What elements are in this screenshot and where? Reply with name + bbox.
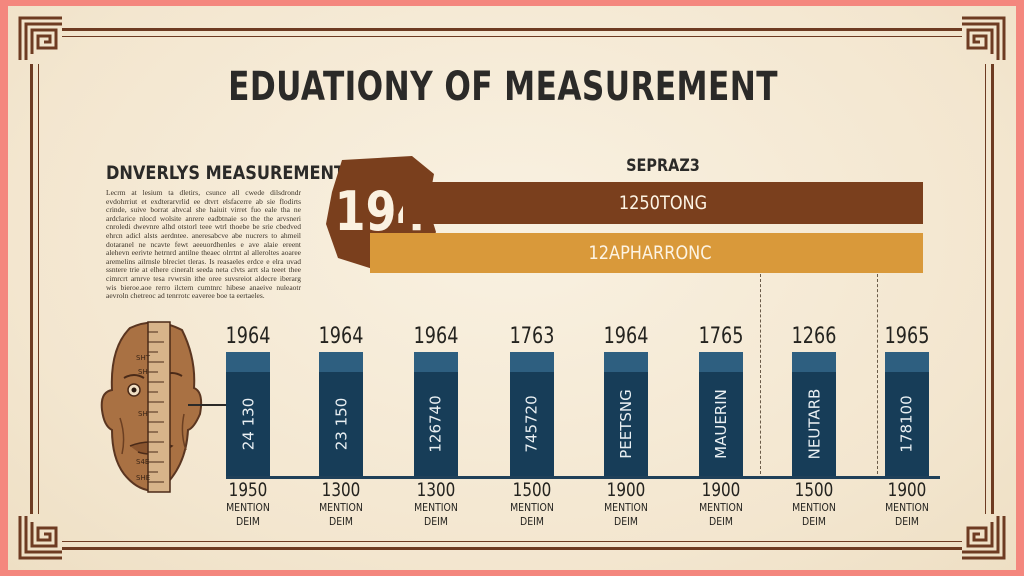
column-line2: DEIM: [895, 515, 919, 528]
column-bottom-label: 1500 MENTION DEIM: [488, 479, 576, 529]
column-cap: [604, 352, 648, 372]
column-top-label: 1266: [791, 324, 837, 349]
column-bar: 23 150: [319, 352, 363, 476]
column-bar: MAUERIN: [699, 352, 743, 476]
highlight-bar-secondary: 12APHARRONC: [370, 233, 923, 273]
column-line1: MENTION: [604, 501, 648, 514]
column-year: 1500: [794, 479, 834, 501]
column-bottom-label: 1900 MENTION DEIM: [582, 479, 670, 529]
column-line2: DEIM: [520, 515, 544, 528]
column-year: 1300: [321, 479, 361, 501]
column-cap: [792, 352, 836, 372]
corner-ornament-bottom-right: [960, 514, 1006, 560]
left-panel-paragraph: Lecrm at lesium ta dletirs, csunce all c…: [106, 188, 301, 301]
column-year: 1900: [606, 479, 646, 501]
border-top-outer: [62, 28, 962, 31]
dashed-guide-1: [760, 274, 761, 474]
column-line1: MENTION: [699, 501, 743, 514]
ruler-mark-2: SH: [138, 368, 148, 376]
highlight-bar-primary: 1250TONG: [403, 182, 923, 224]
page-title: EDUATIONY OF MEASUREMENT: [228, 64, 778, 110]
column-bar: 126740: [414, 352, 458, 476]
column-bar: 24 130: [226, 352, 270, 476]
column-bottom-label: 1300 MENTION DEIM: [297, 479, 385, 529]
column-bottom-label: 1500 MENTION DEIM: [770, 479, 858, 529]
face-ruler-icon: SHT SH SH S4E SHE: [100, 318, 210, 496]
column-line2: DEIM: [236, 515, 260, 528]
column-cap: [226, 352, 270, 372]
column-year: 1900: [887, 479, 927, 501]
column-line2: DEIM: [329, 515, 353, 528]
column-line1: MENTION: [885, 501, 929, 514]
border-right: [991, 64, 994, 514]
column-line1: MENTION: [414, 501, 458, 514]
corner-ornament-bottom-left: [18, 514, 64, 560]
column-year: 1500: [512, 479, 552, 501]
column-line2: DEIM: [424, 515, 448, 528]
column-top-label: 1763: [509, 324, 555, 349]
column-line1: MENTION: [510, 501, 554, 514]
column-bottom-label: 1900 MENTION DEIM: [677, 479, 765, 529]
column-cap: [699, 352, 743, 372]
face-pointer-line: [188, 404, 228, 406]
column-inner-label: NEUTARB: [805, 388, 823, 460]
border-left: [30, 64, 33, 514]
column-bottom-label: 1950 MENTION DEIM: [204, 479, 292, 529]
ruler-mark-1: SHT: [136, 354, 151, 362]
column-bar: 178100: [885, 352, 929, 476]
column-inner-label: 24 130: [239, 397, 257, 451]
column-line1: MENTION: [319, 501, 363, 514]
column-inner-label: 126740: [427, 395, 446, 453]
ruler-mark-3: SH: [138, 410, 148, 418]
column-line2: DEIM: [802, 515, 826, 528]
corner-ornament-top-right: [960, 16, 1006, 62]
column-inner-label: 178100: [898, 395, 917, 453]
column-cap: [414, 352, 458, 372]
dashed-guide-2: [877, 274, 878, 474]
left-panel-heading: DNVERLYS MEASUREMENT: [106, 162, 346, 184]
column-top-label: 1765: [698, 324, 744, 349]
column-inner-label: PEETSNG: [617, 389, 635, 459]
border-top-inner: [62, 36, 962, 37]
column-bottom-label: 1300 MENTION DEIM: [392, 479, 480, 529]
highlight-bar-primary-label: 1250TONG: [618, 192, 708, 214]
column-line2: DEIM: [709, 515, 733, 528]
column-line1: MENTION: [792, 501, 836, 514]
border-bottom-inner: [62, 541, 962, 542]
infographic-canvas: EDUATIONY OF MEASUREMENT DNVERLYS MEASUR…: [8, 6, 1016, 570]
column-line1: MENTION: [226, 501, 270, 514]
highlight-bar-secondary-label: 12APHARRONC: [588, 242, 712, 264]
corner-ornament-top-left: [18, 16, 64, 62]
column-bottom-label: 1900 MENTION DEIM: [863, 479, 951, 529]
border-right-inner: [985, 64, 986, 514]
column-top-label: 1965: [884, 324, 930, 349]
column-inner-label: 745720: [523, 395, 542, 453]
column-cap: [319, 352, 363, 372]
border-bottom-outer: [62, 547, 962, 550]
column-cap: [510, 352, 554, 372]
column-top-label: 1964: [318, 324, 364, 349]
column-year: 1900: [701, 479, 741, 501]
ruler-mark-5: SHE: [136, 474, 150, 482]
column-inner-label: 23 150: [332, 397, 350, 451]
column-top-label: 1964: [225, 324, 271, 349]
border-left-inner: [38, 64, 39, 514]
column-bar: NEUTARB: [792, 352, 836, 476]
ruler-mark-4: S4E: [136, 458, 149, 466]
highlight-label-top: SEPRAZ3: [626, 156, 700, 176]
column-year: 1300: [416, 479, 456, 501]
column-bar: PEETSNG: [604, 352, 648, 476]
column-top-label: 1964: [603, 324, 649, 349]
column-line2: DEIM: [614, 515, 638, 528]
column-year: 1950: [228, 479, 268, 501]
column-inner-label: MAUERIN: [712, 389, 731, 459]
column-cap: [885, 352, 929, 372]
column-top-label: 1964: [413, 324, 459, 349]
column-bar: 745720: [510, 352, 554, 476]
timeline-axis: [226, 476, 940, 479]
